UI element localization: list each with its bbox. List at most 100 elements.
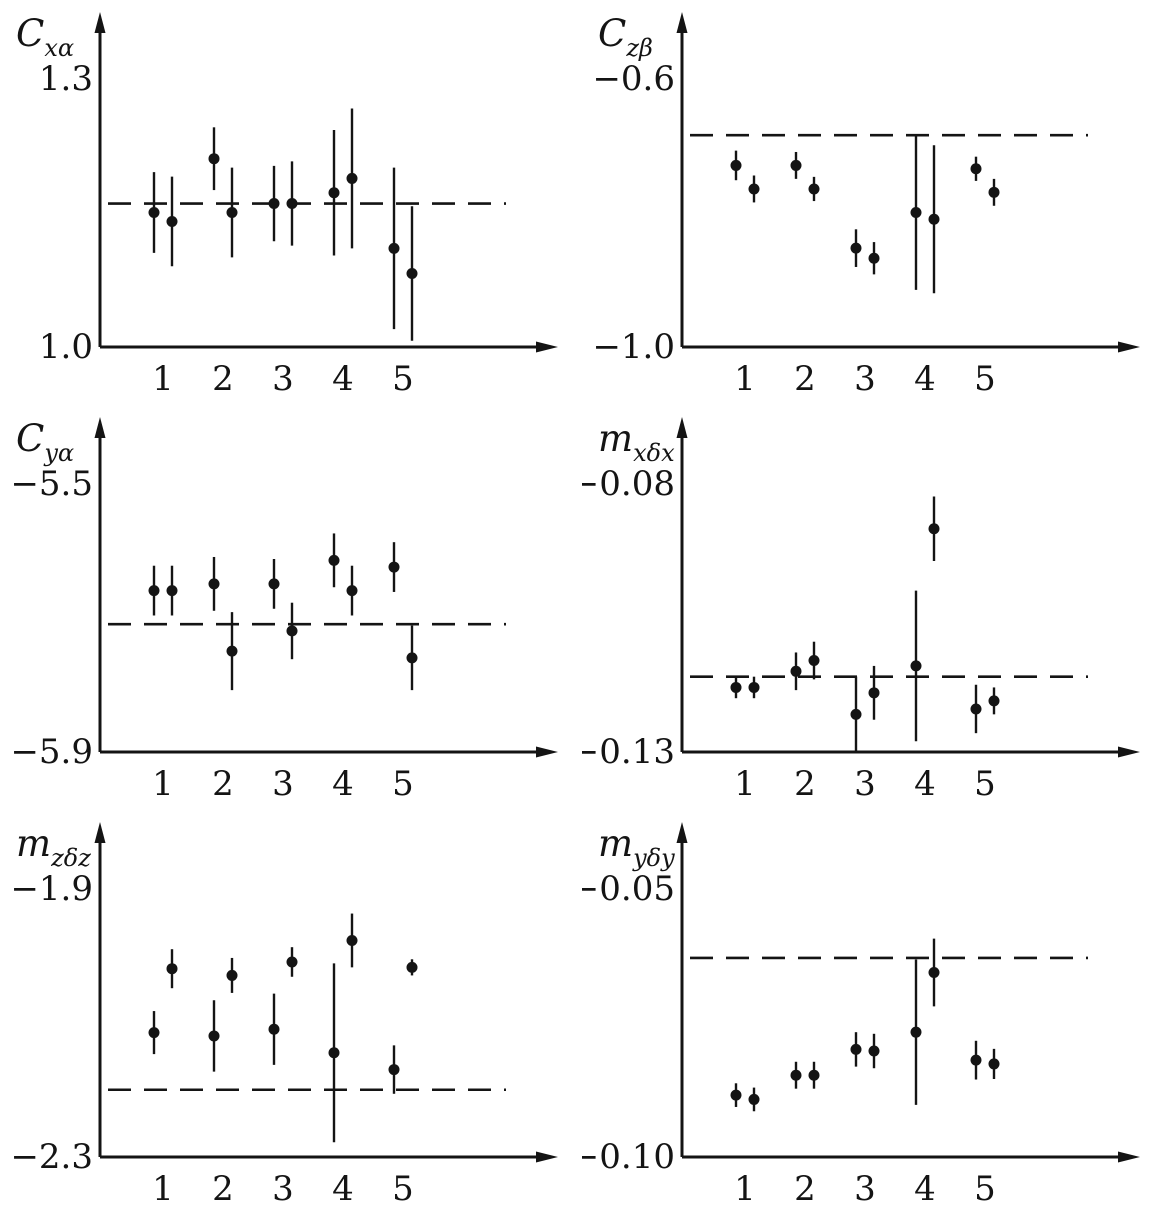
- x-tick-1: 1: [734, 764, 756, 804]
- data-point: [850, 1043, 862, 1055]
- y-axis-arrow: [676, 417, 688, 438]
- x-tick-4: 4: [914, 359, 936, 399]
- x-tick-2: 2: [794, 1169, 816, 1209]
- y-tick-bottom: −5.9: [10, 732, 93, 772]
- data-point: [286, 198, 298, 210]
- y-axis-title: mzδz: [16, 822, 91, 872]
- data-point: [970, 163, 982, 175]
- data-point: [148, 585, 160, 597]
- x-tick-2: 2: [212, 359, 234, 399]
- data-point: [868, 687, 880, 699]
- y-axis-arrow: [94, 12, 106, 33]
- c-y-alpha-canvas: Cyα−5.5 −5.9 1 2 3 4 5: [10, 417, 558, 804]
- data-point: [988, 695, 1000, 707]
- y-axis-title: Cyα: [16, 417, 74, 467]
- data-point: [268, 1023, 280, 1035]
- data-point: [346, 585, 358, 597]
- y-tick-top: −1.9: [10, 869, 93, 909]
- data-point: [730, 159, 742, 171]
- c-z-beta-canvas: Czβ−0.6 −1.0 1 2 3 4 5: [592, 12, 1140, 399]
- y-axis-title: Czβ: [598, 12, 653, 62]
- x-tick-5: 5: [392, 359, 414, 399]
- data-point: [808, 183, 820, 195]
- data-point: [148, 207, 160, 218]
- x-axis-arrow: [536, 746, 558, 758]
- data-point: [928, 523, 940, 535]
- data-point: [268, 578, 280, 590]
- data-point: [790, 159, 802, 171]
- x-tick-1: 1: [152, 764, 174, 804]
- x-axis-arrow: [1118, 341, 1140, 353]
- x-tick-2: 2: [212, 1169, 234, 1209]
- plot-m-y-delta-y: myδy −0.05 −0.10 1 2 3 4 5: [582, 810, 1164, 1215]
- data-point: [910, 207, 922, 218]
- data-point: [730, 1089, 742, 1101]
- data-point: [868, 1045, 880, 1057]
- x-tick-4: 4: [332, 764, 354, 804]
- data-point: [406, 961, 418, 973]
- data-point: [388, 1064, 400, 1076]
- data-point: [970, 703, 982, 715]
- data-point: [988, 1058, 1000, 1070]
- plot-c-y-alpha: Cyα −5.5 −5.9 1 2 3 4 5: [0, 405, 582, 810]
- data-point: [910, 660, 922, 672]
- x-tick-3: 3: [272, 1169, 294, 1209]
- data-point: [928, 966, 940, 978]
- x-tick-5: 5: [392, 764, 414, 804]
- plot-c-z-beta: Czβ −0.6 −1.0 1 2 3 4 5: [582, 0, 1164, 405]
- data-point: [928, 213, 940, 225]
- x-tick-4: 4: [914, 764, 936, 804]
- data-point: [346, 934, 358, 946]
- data-point: [346, 172, 358, 184]
- data-point: [790, 1069, 802, 1081]
- x-tick-4: 4: [914, 1169, 936, 1209]
- y-tick-bottom: −0.10: [582, 1137, 675, 1177]
- data-point: [790, 665, 802, 677]
- data-point: [748, 183, 760, 195]
- y-tick-top: −0.08: [582, 464, 675, 504]
- m-y-delta-y-canvas: myδy−0.05 −0.10 1 2 3 4 5: [582, 822, 1140, 1209]
- data-point: [748, 1093, 760, 1105]
- x-tick-3: 3: [272, 764, 294, 804]
- data-point: [970, 1054, 982, 1066]
- data-point: [850, 242, 862, 254]
- data-point: [328, 187, 340, 199]
- data-point: [148, 1027, 160, 1039]
- plot-m-z-delta-z: mzδz −1.9 −2.3 1 2 3 4 5: [0, 810, 582, 1215]
- y-tick-bottom: −0.13: [582, 732, 675, 772]
- data-point: [268, 198, 280, 210]
- data-point: [208, 578, 220, 590]
- y-axis-arrow: [676, 12, 688, 33]
- y-tick-top: 1.3: [39, 59, 93, 99]
- data-point: [988, 186, 1000, 198]
- data-point: [166, 215, 178, 227]
- data-point: [388, 561, 400, 573]
- data-point: [328, 554, 340, 566]
- x-tick-3: 3: [854, 764, 876, 804]
- x-tick-2: 2: [794, 359, 816, 399]
- x-tick-2: 2: [212, 764, 234, 804]
- x-tick-1: 1: [734, 359, 756, 399]
- y-tick-bottom: −1.0: [592, 327, 675, 367]
- y-tick-top: −5.5: [10, 464, 93, 504]
- x-tick-2: 2: [794, 764, 816, 804]
- y-axis-arrow: [94, 417, 106, 438]
- x-tick-1: 1: [152, 1169, 174, 1209]
- x-tick-5: 5: [974, 764, 996, 804]
- data-point: [730, 681, 742, 693]
- data-point: [748, 681, 760, 693]
- x-tick-4: 4: [332, 1169, 354, 1209]
- data-point: [208, 1030, 220, 1042]
- y-axis-arrow: [676, 822, 688, 843]
- x-tick-4: 4: [332, 359, 354, 399]
- x-axis-arrow: [536, 341, 558, 353]
- data-point: [226, 207, 238, 218]
- x-tick-1: 1: [734, 1169, 756, 1209]
- data-point: [406, 267, 418, 279]
- x-tick-5: 5: [974, 359, 996, 399]
- data-point: [406, 652, 418, 664]
- data-point: [388, 242, 400, 254]
- x-tick-3: 3: [854, 1169, 876, 1209]
- plot-c-x-alpha: Cxα 1.3 1.0 1 2 3 4 5: [0, 0, 582, 405]
